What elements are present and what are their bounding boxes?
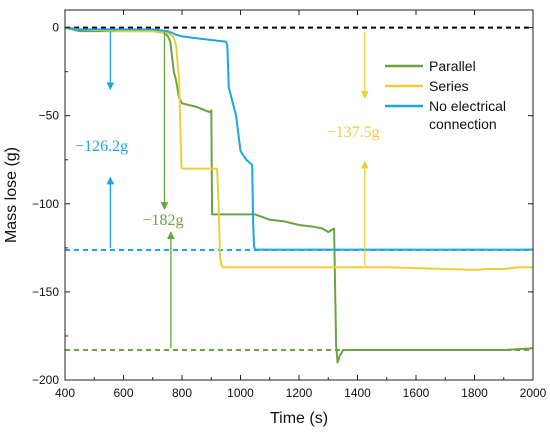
y-tick-label: −200 <box>32 373 59 387</box>
annotation-label: −137.5g <box>327 124 380 141</box>
legend-label: No electrical <box>429 98 506 114</box>
x-tick-label: 1400 <box>344 386 371 400</box>
annotation-label: −126.2g <box>75 138 128 155</box>
y-axis-title: Mass lose (g) <box>3 147 20 243</box>
annotation-label: −182g <box>142 212 183 229</box>
y-tick-label: −50 <box>39 109 60 123</box>
x-tick-label: 800 <box>172 386 192 400</box>
legend-label-continued: connection <box>429 116 497 132</box>
legend-label: Parallel <box>429 58 476 74</box>
series-line-parallel <box>64 26 534 364</box>
x-tick-label: 1200 <box>286 386 313 400</box>
x-tick-label: 2000 <box>520 386 547 400</box>
reference-lines <box>65 26 533 352</box>
x-tick-label: 1800 <box>461 386 488 400</box>
x-axis-title: Time (s) <box>270 410 328 427</box>
y-tick-label: −100 <box>32 197 59 211</box>
legend-label: Series <box>429 78 469 94</box>
x-tick-label: 1600 <box>403 386 430 400</box>
x-tick-label: 400 <box>55 386 75 400</box>
axis-ticks: 400 600 800 1000 1200 1400 1600 1800 2000 0 −50 −10… <box>32 10 547 400</box>
series-line-no-electrical-connection <box>64 26 533 251</box>
series-lines <box>64 26 534 364</box>
y-tick-label: 0 <box>52 21 59 35</box>
legend: Parallel Series No electrical connection <box>385 58 506 132</box>
annotations: −126.2g −182g −137.5g <box>75 31 380 349</box>
x-tick-label: 1000 <box>227 386 254 400</box>
y-tick-label: −150 <box>32 285 59 299</box>
x-tick-label: 600 <box>113 386 133 400</box>
series-line-series <box>64 26 533 271</box>
